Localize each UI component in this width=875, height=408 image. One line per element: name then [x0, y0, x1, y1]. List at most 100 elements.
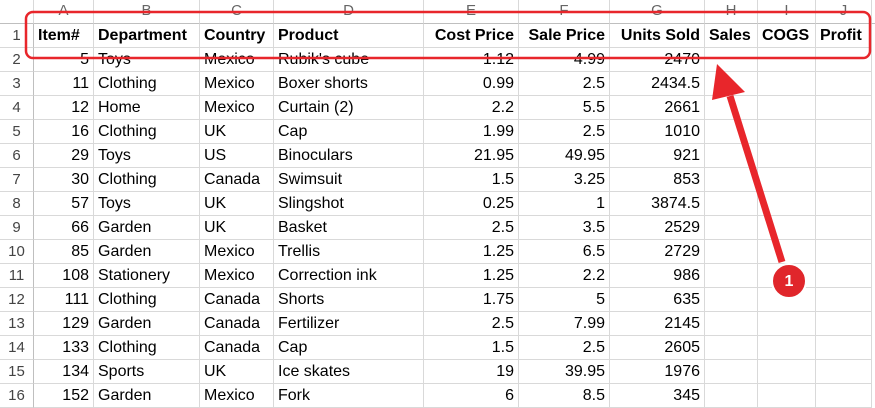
data-cell: Boxer shorts — [274, 72, 424, 96]
data-cell: Canada — [200, 168, 274, 192]
row-number: 14 — [0, 336, 34, 360]
header-cell: Profit — [816, 24, 872, 48]
data-cell: 134 — [34, 360, 94, 384]
empty-cell — [816, 264, 872, 288]
header-cell: Product — [274, 24, 424, 48]
data-cell: Cap — [274, 120, 424, 144]
data-cell: 111 — [34, 288, 94, 312]
data-cell: 1.25 — [424, 240, 519, 264]
empty-cell — [758, 312, 816, 336]
data-cell: 1010 — [610, 120, 705, 144]
data-cell: 4.99 — [519, 48, 610, 72]
empty-cell — [816, 336, 872, 360]
empty-cell — [758, 360, 816, 384]
row-number: 2 — [0, 48, 34, 72]
row-number: 15 — [0, 360, 34, 384]
data-cell: 108 — [34, 264, 94, 288]
data-cell: 66 — [34, 216, 94, 240]
data-cell: Stationery — [94, 264, 200, 288]
data-cell: Toys — [94, 192, 200, 216]
data-cell: 0.25 — [424, 192, 519, 216]
data-cell: 19 — [424, 360, 519, 384]
data-cell: 1.25 — [424, 264, 519, 288]
data-cell: Clothing — [94, 288, 200, 312]
data-cell: 2.2 — [519, 264, 610, 288]
data-cell: Garden — [94, 312, 200, 336]
data-cell: Clothing — [94, 336, 200, 360]
data-cell: 49.95 — [519, 144, 610, 168]
row-number: 6 — [0, 144, 34, 168]
row-number: 8 — [0, 192, 34, 216]
data-cell: 39.95 — [519, 360, 610, 384]
data-cell: 2605 — [610, 336, 705, 360]
data-cell: UK — [200, 120, 274, 144]
header-cell: COGS — [758, 24, 816, 48]
data-cell: 7.99 — [519, 312, 610, 336]
empty-cell — [705, 264, 758, 288]
row-number: 11 — [0, 264, 34, 288]
empty-cell — [816, 144, 872, 168]
header-cell: Sales — [705, 24, 758, 48]
data-cell: 5.5 — [519, 96, 610, 120]
data-cell: 0.99 — [424, 72, 519, 96]
data-cell: 85 — [34, 240, 94, 264]
step-badge — [771, 263, 807, 299]
data-cell: 1.12 — [424, 48, 519, 72]
row-number: 3 — [0, 72, 34, 96]
arrow-shaft — [726, 94, 786, 264]
data-cell: 129 — [34, 312, 94, 336]
data-cell: Canada — [200, 336, 274, 360]
header-cell: Department — [94, 24, 200, 48]
data-cell: 2470 — [610, 48, 705, 72]
data-cell: 16 — [34, 120, 94, 144]
empty-cell — [758, 96, 816, 120]
empty-cell — [758, 120, 816, 144]
data-cell: UK — [200, 216, 274, 240]
step-number: 1 — [785, 273, 794, 290]
empty-cell — [705, 360, 758, 384]
data-cell: Basket — [274, 216, 424, 240]
data-cell: 1976 — [610, 360, 705, 384]
data-cell: 853 — [610, 168, 705, 192]
highlight-box — [24, 10, 872, 60]
empty-cell — [758, 168, 816, 192]
data-cell: 2.5 — [424, 312, 519, 336]
row-number: 1 — [0, 24, 34, 48]
data-cell: Rubik's cube — [274, 48, 424, 72]
row-number: 5 — [0, 120, 34, 144]
empty-cell — [705, 192, 758, 216]
data-cell: 3.5 — [519, 216, 610, 240]
data-cell: Curtain (2) — [274, 96, 424, 120]
row-number: 9 — [0, 216, 34, 240]
data-cell: 5 — [519, 288, 610, 312]
empty-cell — [705, 144, 758, 168]
header-cell: Item# — [34, 24, 94, 48]
empty-cell — [816, 240, 872, 264]
empty-cell — [705, 312, 758, 336]
data-cell: 2.2 — [424, 96, 519, 120]
data-cell: Mexico — [200, 48, 274, 72]
empty-cell — [705, 288, 758, 312]
data-cell: Toys — [94, 144, 200, 168]
data-cell: 3874.5 — [610, 192, 705, 216]
data-cell: 2.5 — [519, 120, 610, 144]
header-cell: Country — [200, 24, 274, 48]
data-cell: Clothing — [94, 168, 200, 192]
empty-cell — [705, 216, 758, 240]
data-cell: 921 — [610, 144, 705, 168]
data-cell: 986 — [610, 264, 705, 288]
row-number: 12 — [0, 288, 34, 312]
data-cell: 635 — [610, 288, 705, 312]
data-cell: Canada — [200, 288, 274, 312]
empty-cell — [758, 216, 816, 240]
row-number: 7 — [0, 168, 34, 192]
empty-cell — [816, 168, 872, 192]
data-cell: UK — [200, 192, 274, 216]
data-cell: 5 — [34, 48, 94, 72]
row-number: 4 — [0, 96, 34, 120]
data-cell: Mexico — [200, 96, 274, 120]
row-number: 13 — [0, 312, 34, 336]
data-cell: 3.25 — [519, 168, 610, 192]
empty-cell — [705, 120, 758, 144]
